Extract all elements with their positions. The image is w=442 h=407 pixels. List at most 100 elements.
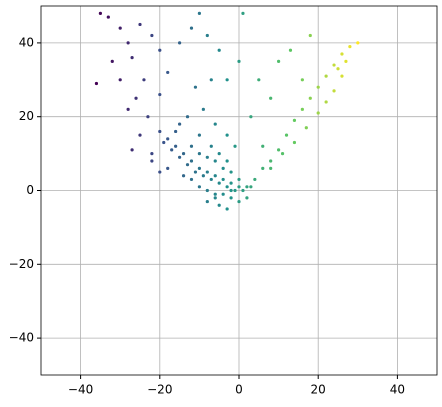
point xyxy=(185,163,190,167)
point xyxy=(134,96,138,100)
x-tick-label: −40 xyxy=(68,383,93,397)
point xyxy=(166,70,170,75)
x-tick-label: 0 xyxy=(235,383,243,397)
grid xyxy=(41,6,437,375)
point xyxy=(106,15,110,19)
point xyxy=(237,177,241,182)
point xyxy=(178,41,182,45)
point xyxy=(213,159,217,163)
point xyxy=(249,185,253,189)
point xyxy=(126,41,130,45)
point xyxy=(261,166,265,170)
x-tick-label: 20 xyxy=(311,383,326,397)
point xyxy=(217,203,221,207)
point xyxy=(261,144,265,148)
point xyxy=(118,78,122,82)
point xyxy=(269,166,273,170)
point xyxy=(356,41,360,45)
point xyxy=(229,196,233,200)
point xyxy=(110,59,114,63)
point xyxy=(213,174,217,178)
point xyxy=(94,81,99,86)
point xyxy=(209,177,213,182)
point xyxy=(197,185,201,189)
point xyxy=(277,148,281,152)
point xyxy=(221,192,225,196)
point xyxy=(150,33,154,38)
point xyxy=(98,11,102,15)
point xyxy=(308,33,312,38)
point xyxy=(344,59,348,63)
point xyxy=(288,48,293,52)
point xyxy=(233,144,237,148)
point xyxy=(348,44,352,49)
point xyxy=(245,185,249,189)
point xyxy=(189,159,194,163)
point xyxy=(237,59,241,63)
point xyxy=(150,159,154,163)
point xyxy=(300,107,304,111)
point xyxy=(189,177,194,182)
point xyxy=(213,192,217,196)
point xyxy=(237,199,241,204)
y-tick-label: 40 xyxy=(19,35,34,49)
point xyxy=(193,170,198,174)
point xyxy=(209,78,213,82)
point xyxy=(150,152,154,156)
point xyxy=(304,126,308,130)
point xyxy=(300,78,304,82)
point xyxy=(174,144,178,148)
point xyxy=(340,74,344,78)
point xyxy=(138,133,142,137)
point xyxy=(213,122,217,126)
point xyxy=(174,129,178,134)
point xyxy=(181,174,186,178)
point xyxy=(201,107,205,111)
tick-labels: −40 −20 0 20 40 −40 −20 0 20 40 xyxy=(9,35,405,396)
point xyxy=(158,92,162,97)
point xyxy=(269,159,273,163)
point xyxy=(213,196,217,200)
point xyxy=(205,155,209,159)
point xyxy=(162,140,166,145)
point xyxy=(225,159,229,163)
y-tick-label: −40 xyxy=(9,331,34,345)
point xyxy=(166,137,170,141)
point xyxy=(316,85,320,89)
point xyxy=(241,188,245,193)
point xyxy=(225,78,229,82)
point xyxy=(158,129,162,134)
point xyxy=(221,177,225,182)
point xyxy=(225,207,229,211)
point xyxy=(332,89,336,93)
y-tick-label: −20 xyxy=(9,257,34,271)
point xyxy=(229,170,233,174)
point xyxy=(178,122,182,126)
y-tick-label: 0 xyxy=(26,183,34,197)
point xyxy=(225,185,229,189)
point xyxy=(280,152,285,156)
point xyxy=(205,199,209,204)
points xyxy=(94,11,360,211)
point xyxy=(316,111,320,115)
point xyxy=(138,22,142,27)
point xyxy=(178,155,182,159)
point xyxy=(209,144,213,148)
point xyxy=(118,26,122,30)
point xyxy=(185,115,190,119)
point xyxy=(225,133,229,137)
point xyxy=(205,33,209,38)
point xyxy=(189,144,194,148)
point xyxy=(170,148,174,152)
point xyxy=(197,152,201,156)
point xyxy=(253,177,257,182)
x-tick-label: 40 xyxy=(390,383,405,397)
point xyxy=(130,148,134,152)
point xyxy=(292,140,297,145)
point xyxy=(277,59,281,63)
point xyxy=(197,11,201,15)
y-tick-label: 20 xyxy=(19,109,34,123)
point xyxy=(146,115,150,119)
point xyxy=(193,85,198,89)
